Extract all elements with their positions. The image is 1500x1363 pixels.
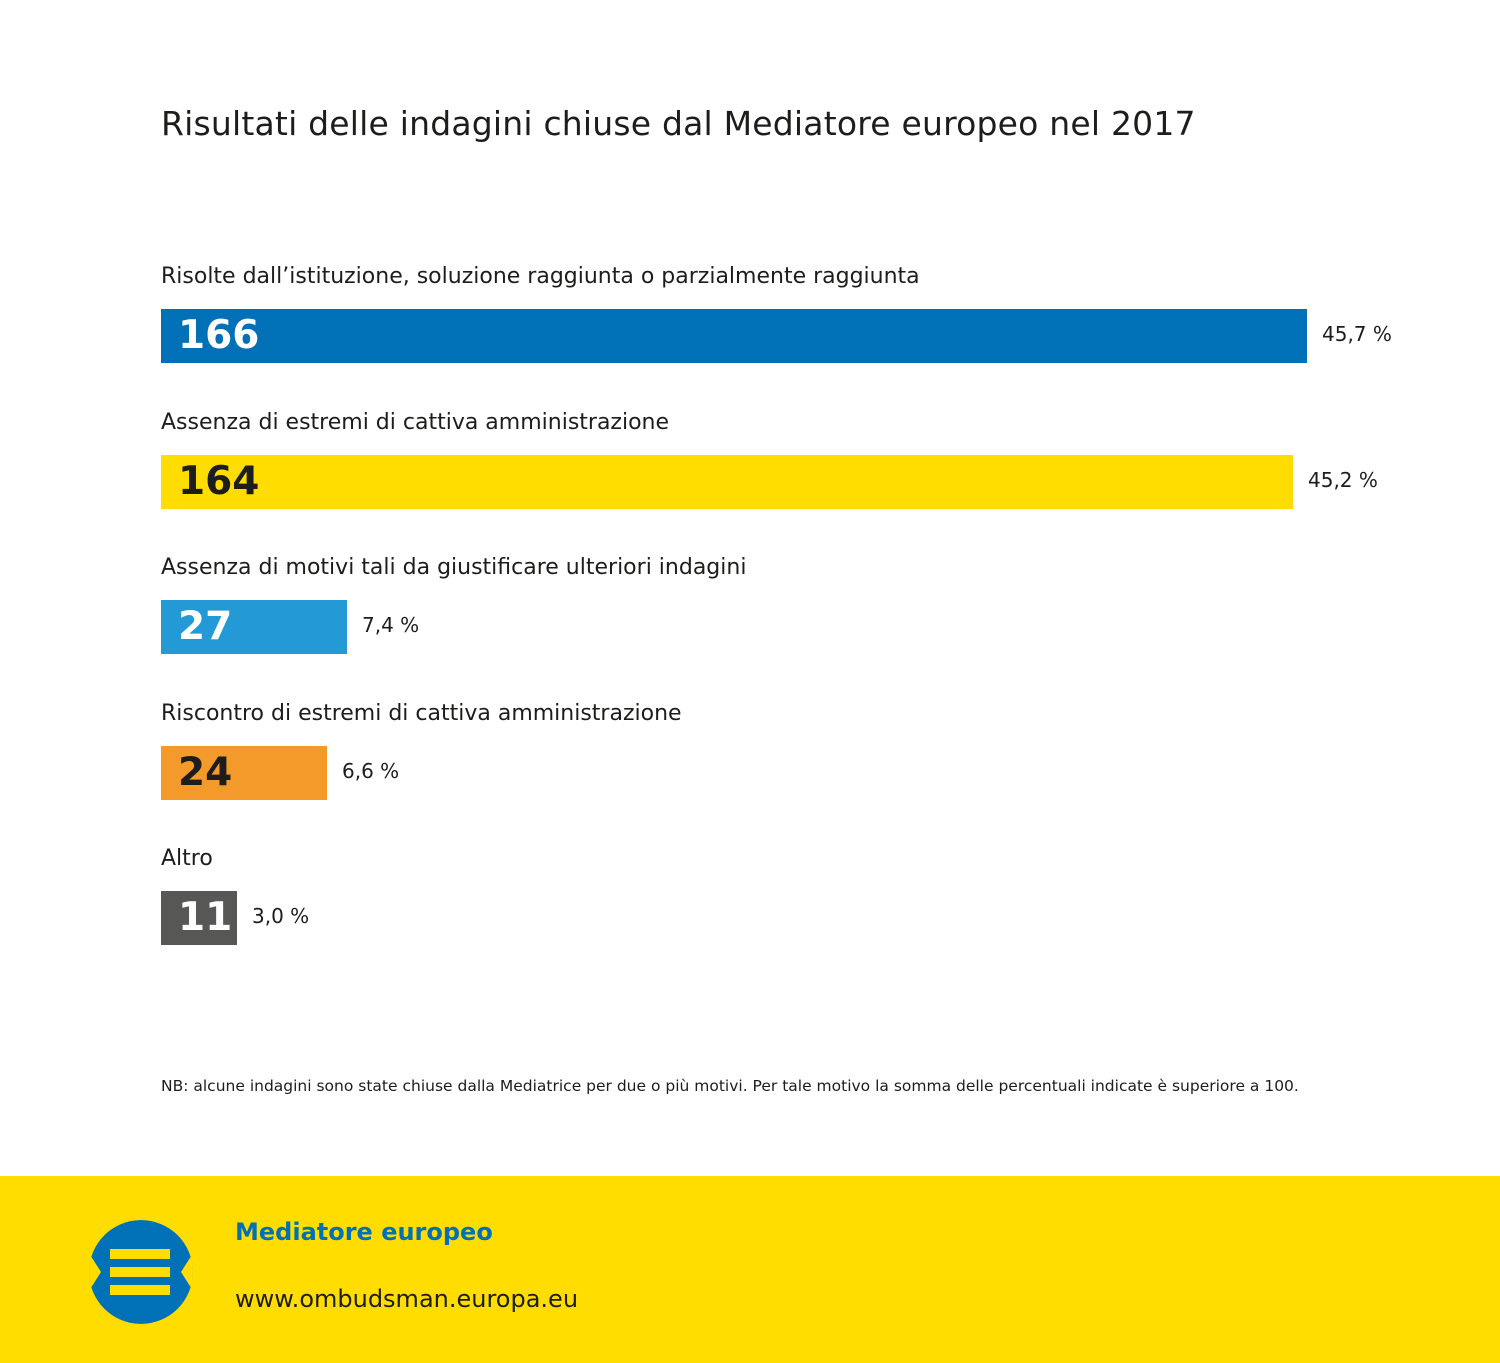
footer-band: Mediatore europeo www.ombudsman.europa.e…: [0, 1176, 1500, 1363]
category-label: Assenza di estremi di cattiva amministra…: [161, 410, 670, 435]
category-label: Assenza di motivi tali da giustificare u…: [161, 555, 747, 580]
percent-label: 6,6 %: [342, 759, 400, 783]
category-label: Risolte dall’istituzione, soluzione ragg…: [161, 264, 920, 289]
percent-label: 7,4 %: [362, 613, 420, 637]
bar-row: Altro 11 3,0 %: [161, 832, 1461, 947]
percent-label: 45,7 %: [1322, 322, 1392, 346]
bar-row: Assenza di estremi di cattiva amministra…: [161, 396, 1461, 511]
category-label: Riscontro di estremi di cattiva amminist…: [161, 701, 682, 726]
org-name: Mediatore europeo: [235, 1218, 493, 1246]
bar: 166: [161, 309, 1307, 363]
percent-label: 45,2 %: [1308, 468, 1378, 492]
bar-chart: Risolte dall’istituzione, soluzione ragg…: [161, 250, 1461, 970]
european-ombudsman-logo-icon: [89, 1220, 193, 1324]
category-label: Altro: [161, 846, 213, 871]
bar: 164: [161, 455, 1293, 509]
bar-value-label: 166: [178, 313, 260, 358]
bar-value-label: 164: [178, 459, 260, 504]
bar-value-label: 11: [178, 895, 233, 940]
chart-title: Risultati delle indagini chiuse dal Medi…: [161, 104, 1196, 143]
footnote: NB: alcune indagini sono state chiuse da…: [161, 1077, 1299, 1095]
bar-row: Risolte dall’istituzione, soluzione ragg…: [161, 250, 1461, 365]
bar-row: Riscontro di estremi di cattiva amminist…: [161, 687, 1461, 802]
bar-row: Assenza di motivi tali da giustificare u…: [161, 541, 1461, 656]
bar: 27: [161, 600, 347, 654]
bar: 11: [161, 891, 237, 945]
percent-label: 3,0 %: [252, 904, 310, 928]
bar-value-label: 24: [178, 750, 233, 795]
bar-value-label: 27: [178, 604, 233, 649]
bar: 24: [161, 746, 327, 800]
org-url: www.ombudsman.europa.eu: [235, 1285, 579, 1313]
